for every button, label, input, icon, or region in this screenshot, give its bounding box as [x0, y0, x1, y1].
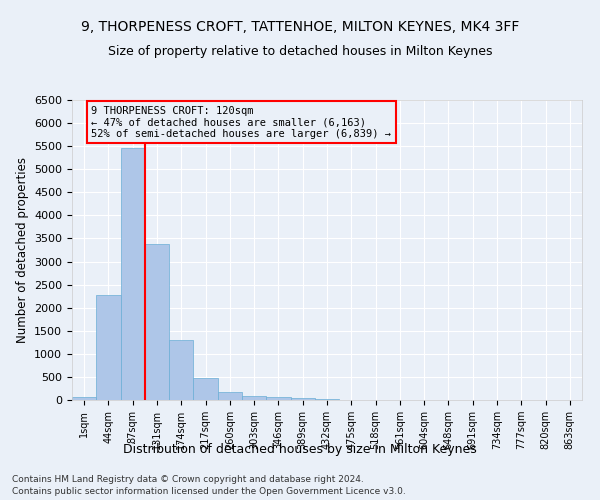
Bar	[121, 148, 145, 400]
Text: 9 THORPENESS CROFT: 120sqm
← 47% of detached houses are smaller (6,163)
52% of s: 9 THORPENESS CROFT: 120sqm ← 47% of deta…	[91, 106, 391, 138]
Bar	[145, 244, 169, 400]
Bar	[72, 397, 96, 400]
Text: Size of property relative to detached houses in Milton Keynes: Size of property relative to detached ho…	[108, 45, 492, 58]
Bar	[266, 398, 290, 400]
Bar	[218, 392, 242, 400]
Text: 9, THORPENESS CROFT, TATTENHOE, MILTON KEYNES, MK4 3FF: 9, THORPENESS CROFT, TATTENHOE, MILTON K…	[81, 20, 519, 34]
Y-axis label: Number of detached properties: Number of detached properties	[16, 157, 29, 343]
Bar	[290, 398, 315, 400]
Text: Contains public sector information licensed under the Open Government Licence v3: Contains public sector information licen…	[12, 488, 406, 496]
Bar	[169, 340, 193, 400]
Text: Contains HM Land Registry data © Crown copyright and database right 2024.: Contains HM Land Registry data © Crown c…	[12, 475, 364, 484]
Text: Distribution of detached houses by size in Milton Keynes: Distribution of detached houses by size …	[123, 442, 477, 456]
Bar	[96, 295, 121, 400]
Bar	[193, 378, 218, 400]
Bar	[242, 396, 266, 400]
